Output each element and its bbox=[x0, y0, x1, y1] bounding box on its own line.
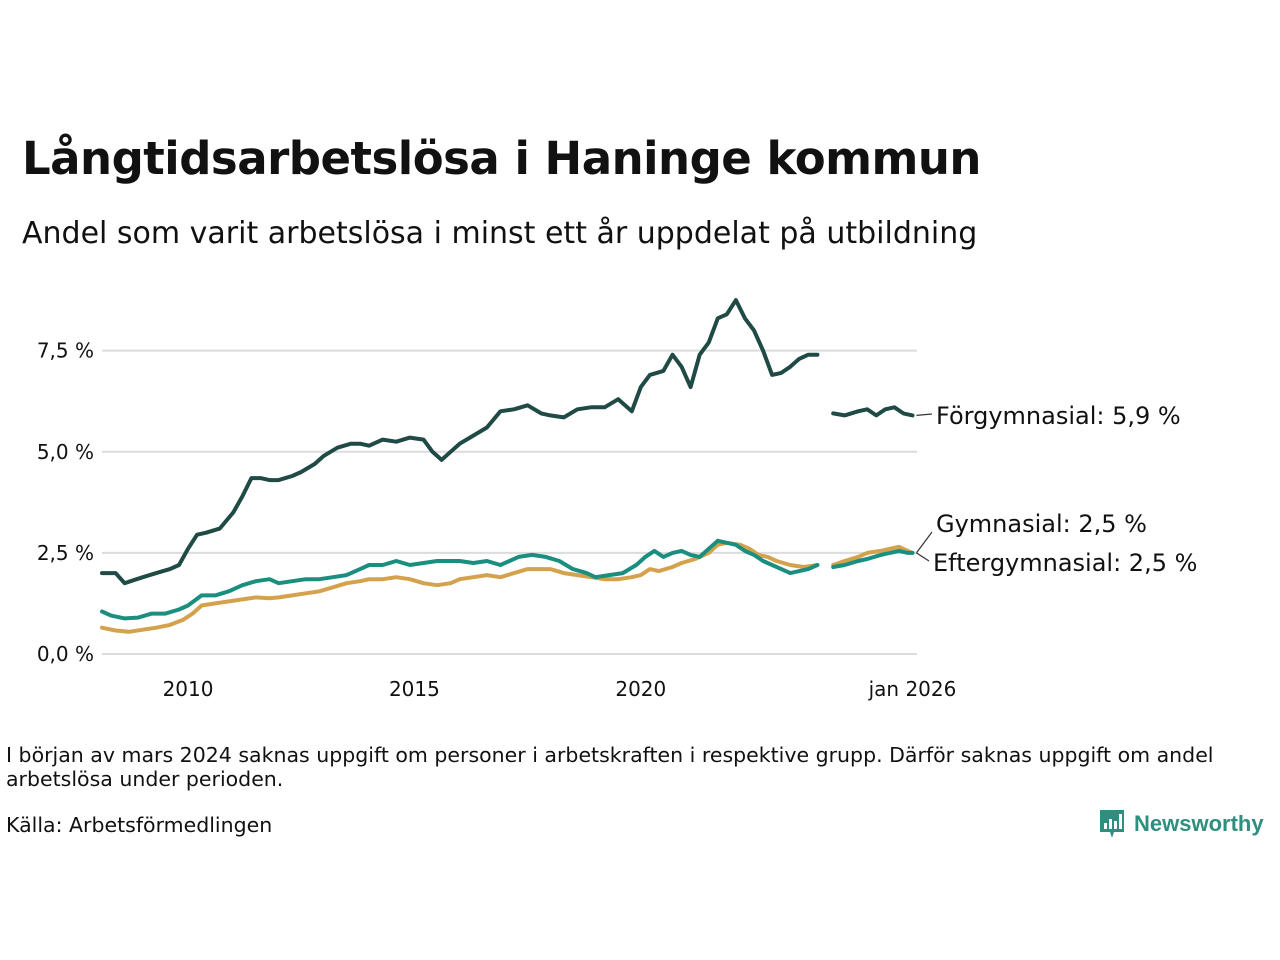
leader-line bbox=[916, 413, 933, 416]
newsworthy-logo-icon bbox=[1100, 810, 1124, 838]
brand-name: Newsworthy bbox=[1134, 811, 1264, 836]
y-tick-label: 5,0 % bbox=[37, 440, 94, 464]
y-axis-ticks: 0,0 % 2,5 % 5,0 % 7,5 % bbox=[37, 339, 94, 666]
chart-title: Långtidsarbetslösa i Haninge kommun bbox=[22, 132, 981, 185]
chart-subtitle: Andel som varit arbetslösa i minst ett å… bbox=[22, 216, 978, 251]
series-line-förgymnasial bbox=[100, 298, 915, 586]
x-tick-label: 2015 bbox=[389, 677, 440, 701]
brand-logo[interactable]: Newsworthy bbox=[1098, 808, 1264, 840]
series-label-gymnasial: Gymnasial: 2,5 % bbox=[936, 510, 1147, 538]
y-tick-label: 0,0 % bbox=[37, 642, 94, 666]
line-chart: 0,0 % 2,5 % 5,0 % 7,5 % 2010 2015 2020 jan 202… bbox=[37, 298, 1197, 701]
series-line-gymnasial bbox=[100, 538, 915, 621]
y-tick-label: 7,5 % bbox=[37, 339, 94, 363]
leader-line bbox=[916, 552, 930, 562]
series-labels: Förgymnasial: 5,9 % Gymnasial: 2,5 % Efter… bbox=[915, 402, 1197, 577]
footnote: I början av mars 2024 saknas uppgift om … bbox=[6, 743, 1214, 791]
x-tick-label: jan 2026 bbox=[868, 677, 957, 701]
y-tick-label: 2,5 % bbox=[37, 541, 94, 565]
source-text: Källa: Arbetsförmedlingen bbox=[6, 813, 273, 837]
series-line-eftergymnasial bbox=[100, 540, 915, 634]
x-axis-ticks: 2010 2015 2020 jan 2026 bbox=[163, 677, 957, 701]
x-tick-label: 2010 bbox=[163, 677, 214, 701]
series-label-eftergymnasial: Eftergymnasial: 2,5 % bbox=[933, 549, 1197, 577]
gridlines bbox=[102, 349, 917, 655]
series-label-förgymnasial: Förgymnasial: 5,9 % bbox=[936, 402, 1181, 430]
series-lines bbox=[100, 298, 915, 634]
leader-line bbox=[915, 531, 933, 554]
x-tick-label: 2020 bbox=[615, 677, 666, 701]
